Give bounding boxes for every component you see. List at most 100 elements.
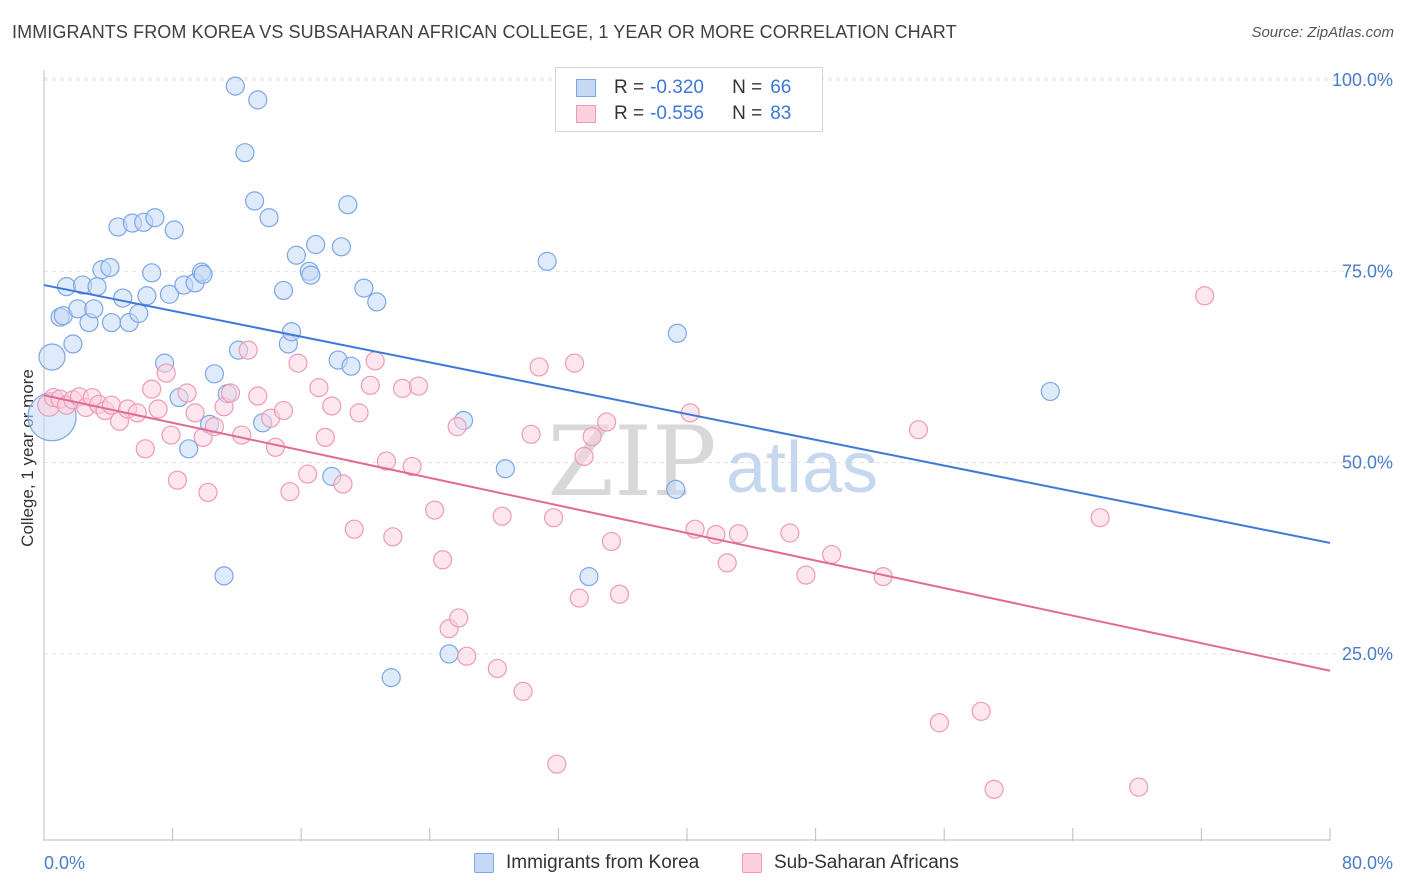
point-subsaharan	[248, 386, 268, 406]
point-korea	[367, 292, 387, 312]
point-subsaharan	[402, 456, 422, 477]
point-korea	[204, 364, 224, 384]
point-subsaharan	[521, 424, 541, 444]
point-korea	[667, 323, 687, 343]
point-korea	[193, 264, 213, 284]
point-korea	[129, 303, 149, 323]
point-subsaharan	[780, 523, 800, 543]
legend-r-value-subsaharan: -0.556	[650, 103, 704, 124]
point-subsaharan	[142, 379, 162, 399]
point-korea	[63, 334, 83, 354]
point-korea	[164, 220, 184, 240]
legend-row-subsaharan: R = -0.556 N = 83	[576, 102, 791, 126]
point-subsaharan	[322, 396, 342, 416]
point-subsaharan	[198, 482, 218, 503]
point-korea	[248, 90, 268, 110]
point-subsaharan	[984, 779, 1004, 799]
point-subsaharan	[425, 500, 445, 520]
point-subsaharan	[392, 378, 413, 398]
legend-item-subsaharan[interactable]: Sub-Saharan Africans	[742, 852, 959, 874]
point-subsaharan	[597, 412, 617, 432]
legend-r-label: R =	[614, 103, 645, 124]
legend-swatch-subsaharan	[576, 105, 596, 123]
point-korea	[84, 299, 104, 319]
y-tick-label: 75.0%	[1342, 261, 1393, 281]
y-tick-label: 25.0%	[1342, 644, 1393, 664]
point-korea	[341, 356, 361, 376]
point-subsaharan	[609, 584, 630, 604]
point-subsaharan	[513, 681, 533, 701]
series-korea	[27, 76, 1060, 688]
point-korea	[286, 245, 306, 265]
point-korea	[381, 668, 401, 688]
point-korea	[101, 312, 122, 333]
point-korea	[273, 280, 294, 301]
point-korea	[235, 143, 255, 163]
point-subsaharan	[929, 713, 949, 733]
point-subsaharan	[333, 474, 353, 494]
point-subsaharan	[265, 437, 286, 457]
point-subsaharan	[220, 383, 241, 403]
point-subsaharan	[569, 588, 589, 608]
point-subsaharan	[309, 378, 329, 398]
point-subsaharan	[177, 383, 197, 403]
point-subsaharan	[298, 464, 318, 484]
point-subsaharan	[161, 425, 181, 445]
point-subsaharan	[822, 544, 842, 565]
y-tick-labels: 25.0% 50.0% 75.0% 100.0%	[1332, 70, 1393, 664]
point-subsaharan	[492, 506, 512, 526]
point-subsaharan	[1129, 777, 1149, 797]
point-subsaharan	[601, 531, 622, 552]
series-legend: Immigrants from Korea Sub-Saharan Africa…	[0, 852, 1406, 878]
watermark-atlas: atlas	[726, 428, 878, 508]
point-korea	[331, 237, 351, 257]
point-subsaharan	[582, 426, 602, 447]
trend-line-subsaharan	[43, 394, 1331, 672]
point-korea	[354, 278, 374, 298]
point-korea	[179, 439, 199, 459]
legend-n-label: N =	[732, 103, 763, 124]
point-subsaharan	[447, 417, 467, 437]
point-subsaharan	[574, 446, 594, 467]
point-subsaharan	[487, 658, 507, 679]
point-korea	[100, 257, 120, 278]
point-subsaharan	[529, 357, 549, 377]
point-korea	[281, 322, 302, 342]
point-korea	[439, 644, 459, 664]
point-subsaharan	[1195, 286, 1215, 306]
series-subsaharan	[37, 286, 1215, 799]
point-korea	[214, 566, 234, 586]
point-korea	[259, 208, 279, 228]
point-korea	[301, 265, 321, 285]
point-subsaharan	[796, 565, 816, 585]
point-korea	[338, 195, 358, 215]
point-subsaharan	[238, 340, 258, 360]
legend-label-subsaharan: Sub-Saharan Africans	[774, 852, 959, 873]
point-korea	[137, 286, 157, 306]
point-subsaharan	[971, 701, 991, 721]
trend-line-korea	[43, 284, 1331, 544]
point-subsaharan	[280, 482, 300, 502]
point-subsaharan	[273, 400, 294, 421]
point-korea	[579, 567, 599, 587]
point-subsaharan	[349, 403, 369, 423]
legend-swatch-subsaharan	[742, 853, 762, 873]
gridlines	[44, 77, 1393, 655]
point-subsaharan	[1090, 508, 1110, 528]
point-korea	[113, 288, 133, 308]
legend-n-label: N =	[732, 77, 763, 98]
point-subsaharan	[232, 425, 252, 445]
x-tick-label-min: 0.0%	[44, 853, 85, 873]
legend-n-value-korea: 66	[770, 77, 792, 98]
point-subsaharan	[564, 353, 585, 373]
point-subsaharan	[908, 420, 929, 440]
axes	[43, 70, 1331, 841]
point-korea	[666, 479, 686, 499]
point-korea	[495, 459, 515, 479]
point-korea	[56, 277, 77, 297]
point-subsaharan	[344, 519, 364, 539]
point-subsaharan	[717, 553, 737, 573]
chart-title: IMMIGRANTS FROM KOREA VS SUBSAHARAN AFRI…	[12, 22, 957, 42]
legend-item-korea[interactable]: Immigrants from Korea	[474, 852, 699, 874]
point-subsaharan	[547, 754, 567, 774]
